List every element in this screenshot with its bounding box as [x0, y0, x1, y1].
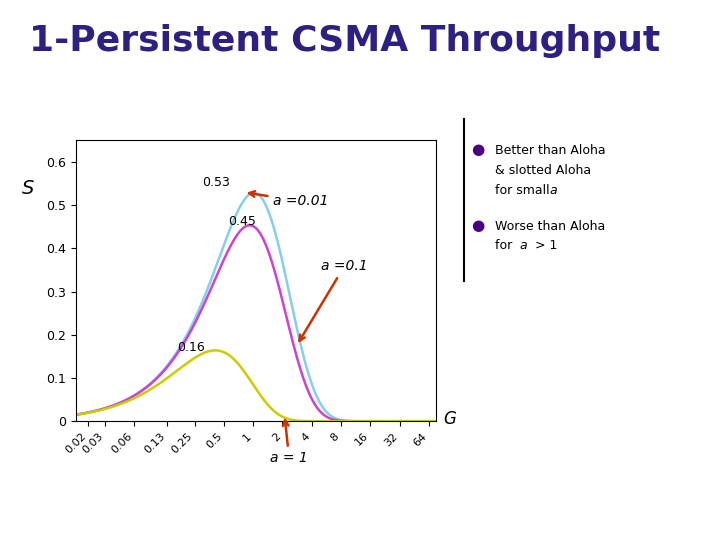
Text: for small: for small — [495, 184, 553, 197]
Text: ●: ● — [472, 142, 485, 157]
Text: 1-Persistent CSMA Throughput: 1-Persistent CSMA Throughput — [29, 24, 660, 58]
Text: a = 1: a = 1 — [270, 420, 308, 465]
Text: 0.45: 0.45 — [228, 214, 256, 228]
Text: G: G — [443, 410, 456, 428]
Text: Better than Aloha: Better than Aloha — [495, 144, 606, 157]
Text: ●: ● — [472, 218, 485, 233]
Text: a: a — [549, 184, 557, 197]
Text: a =0.01: a =0.01 — [249, 191, 328, 208]
Text: for: for — [495, 239, 516, 253]
Text: & slotted Aloha: & slotted Aloha — [495, 164, 591, 177]
Text: a: a — [519, 239, 527, 253]
Text: 0.16: 0.16 — [177, 341, 204, 354]
Text: 0.53: 0.53 — [202, 176, 230, 189]
Text: > 1: > 1 — [531, 239, 557, 253]
Text: Worse than Aloha: Worse than Aloha — [495, 219, 605, 233]
Text: a =0.1: a =0.1 — [300, 259, 368, 341]
Text: S: S — [22, 179, 34, 198]
